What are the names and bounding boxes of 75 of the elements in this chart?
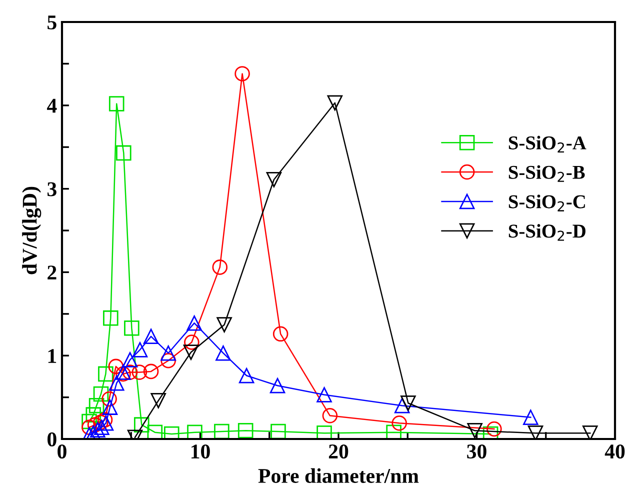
point [214, 424, 230, 439]
point [392, 416, 407, 431]
y-tick-label: 3 [48, 182, 56, 196]
x-tick-label: 30 [467, 444, 486, 459]
point [82, 420, 97, 435]
point [124, 320, 140, 336]
point [108, 96, 124, 112]
point [94, 420, 110, 435]
point [238, 423, 254, 438]
point [150, 392, 166, 408]
point [183, 344, 199, 360]
point [98, 366, 114, 382]
legend-label: S-SiO$_{2}$-D [508, 224, 586, 241]
point [103, 310, 118, 326]
point [102, 391, 117, 407]
point [238, 368, 254, 384]
point [88, 398, 104, 414]
point [467, 423, 482, 438]
y-tick-label: 1 [48, 349, 56, 363]
point [108, 358, 124, 374]
point [316, 426, 332, 439]
point [216, 345, 231, 361]
point [164, 426, 180, 439]
y-tick-label: 2 [48, 266, 56, 280]
point [87, 417, 103, 432]
point [270, 378, 286, 394]
point [122, 352, 138, 368]
point [134, 417, 150, 432]
point [122, 364, 138, 380]
legend-label: S-SiO$_{2}$-A [508, 136, 586, 152]
point [327, 95, 343, 111]
point [132, 342, 148, 358]
y-tick-label: 5 [48, 16, 56, 30]
x-tick-label: 0 [58, 444, 66, 459]
y-tick-label: 4 [47, 98, 57, 113]
point [582, 426, 598, 439]
point [143, 364, 159, 380]
point [97, 412, 113, 428]
point [528, 426, 544, 439]
legend-label: S-SiO$_{2}$-C [508, 194, 585, 212]
point [184, 334, 200, 350]
point [523, 410, 538, 425]
point [90, 422, 106, 438]
point [160, 352, 176, 368]
point [322, 408, 338, 424]
point [160, 345, 176, 361]
x-tick-label: 40 [604, 444, 625, 459]
point [82, 414, 97, 430]
point [108, 375, 124, 391]
point [116, 145, 132, 161]
point [266, 172, 282, 188]
point [102, 400, 118, 415]
point [270, 424, 286, 439]
x-tick-label: 20 [328, 444, 348, 459]
point [86, 407, 102, 422]
point [486, 421, 502, 437]
point [400, 396, 416, 411]
point [272, 326, 288, 342]
point [98, 416, 114, 431]
point [216, 317, 232, 332]
y-axis-title: dV/d(lgD) [22, 186, 42, 274]
point [93, 386, 109, 402]
point [316, 387, 332, 402]
point [186, 315, 202, 331]
point [132, 364, 148, 380]
legend-label: S-SiO$_{2}$-B [508, 165, 585, 182]
x-axis-title: Pore diameter/nm [258, 468, 419, 483]
point [394, 398, 410, 414]
point [93, 414, 108, 430]
point [482, 426, 498, 439]
point [143, 328, 159, 344]
point [212, 260, 228, 275]
x-tick-label: 10 [192, 444, 210, 459]
y-tick-label: 0 [48, 432, 56, 446]
point [234, 66, 250, 82]
